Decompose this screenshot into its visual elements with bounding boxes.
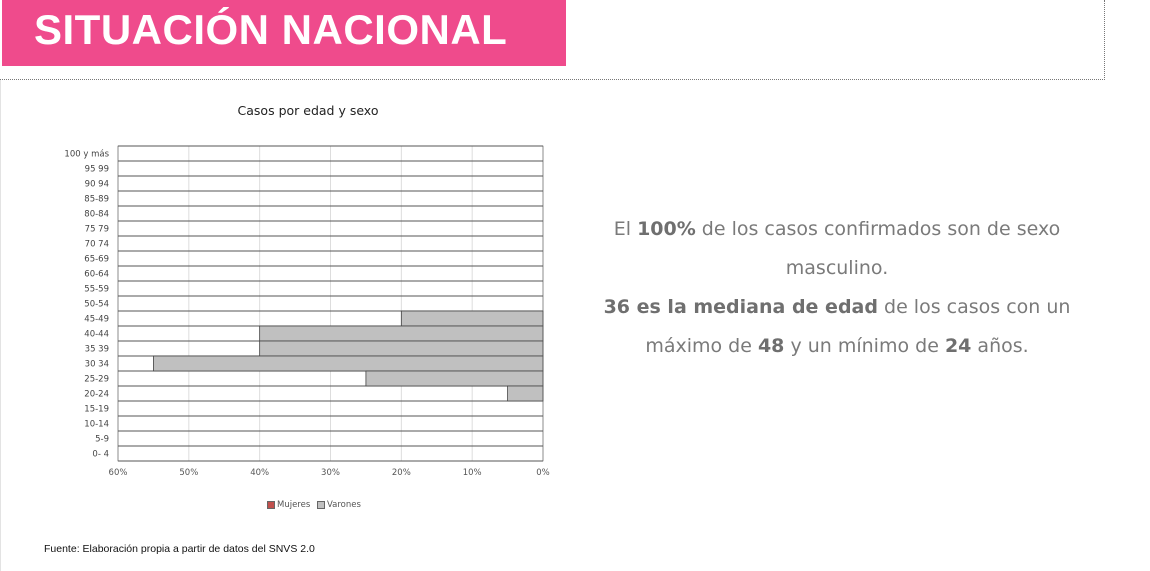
summary-text-1b: de los casos confirmados son de sexo mas… [695, 218, 1061, 279]
bar-varones [153, 355, 544, 372]
bar-varones [507, 385, 544, 402]
y-tick-label: 35 39 [85, 345, 109, 355]
x-tick-label: 20% [392, 468, 411, 478]
summary-paragraph-sex: El 100% de los casos confirmados son de … [582, 210, 1092, 288]
y-tick-label: 20-24 [84, 390, 109, 400]
bar-varones [259, 325, 544, 342]
bar-varones [400, 310, 544, 327]
chart-legend: Mujeres Varones [267, 500, 365, 510]
summary-highlight-min: 24 [944, 335, 972, 357]
y-tick-label: 25-29 [84, 375, 109, 385]
y-tick-label: 0- 4 [92, 450, 109, 460]
y-tick-label: 100 y más [64, 150, 109, 160]
x-tick-label: 10% [463, 468, 482, 478]
summary-text-2c: años. [971, 335, 1029, 357]
page-title: SITUACIÓN NACIONAL [34, 6, 508, 53]
summary-text-1a: El [613, 218, 638, 240]
header-frame [0, 0, 1105, 80]
y-tick-label: 85-89 [84, 195, 109, 205]
y-tick-label: 40-44 [84, 330, 109, 340]
legend-item-varones: Varones [316, 500, 361, 510]
y-tick-label: 45-49 [84, 315, 109, 325]
y-tick-label: 5-9 [95, 435, 109, 445]
y-tick-label: 65-69 [84, 255, 109, 265]
plot-area-border [117, 145, 544, 462]
bar-varones [365, 370, 544, 387]
chart-title: Casos por edad y sexo [237, 103, 379, 118]
y-tick-label: 75 79 [85, 225, 109, 235]
legend-label-mujeres: Mujeres [277, 500, 311, 510]
left-divider [0, 80, 1, 571]
legend-label-varones: Varones [326, 500, 361, 510]
y-tick-label: 10-14 [84, 420, 109, 430]
legend-swatch-varones [316, 500, 325, 509]
y-tick-label: 90 94 [85, 180, 109, 190]
summary-highlight-max: 48 [757, 335, 785, 357]
summary-text-2b: y un mínimo de [784, 335, 945, 357]
x-tick-label: 30% [321, 468, 340, 478]
title-banner: SITUACIÓN NACIONAL [2, 0, 566, 66]
summary-paragraph-age: 36 es la mediana de edad de los casos co… [582, 288, 1092, 366]
y-tick-label: 60-64 [84, 270, 109, 280]
x-tick-label: 60% [109, 468, 128, 478]
x-tick-label: 50% [179, 468, 198, 478]
summary-text: El 100% de los casos confirmados son de … [582, 210, 1092, 366]
y-tick-label: 80-84 [84, 210, 109, 220]
summary-highlight-percent: 100% [637, 218, 696, 240]
y-tick-label: 15-19 [84, 405, 109, 415]
x-tick-label: 0% [536, 468, 550, 478]
source-note: Fuente: Elaboración propia a partir de d… [44, 543, 315, 555]
legend-item-mujeres: Mujeres [267, 500, 310, 510]
legend-swatch-mujeres [267, 500, 275, 509]
x-tick-label: 40% [250, 468, 269, 478]
y-tick-label: 95 99 [85, 165, 109, 175]
summary-highlight-median: 36 es la mediana de edad [603, 296, 878, 318]
y-tick-label: 70 74 [85, 240, 109, 250]
age-sex-pyramid-chart: 60% 50% 40% 30% 20% 10% 0% 100 y más 95 99 90 94 8… [64, 145, 550, 478]
bar-varones [259, 340, 544, 357]
summary-text-2a: de los casos con un máximo de [645, 296, 1071, 357]
y-tick-label: 30 34 [85, 360, 109, 370]
y-tick-label: 50-54 [84, 300, 109, 310]
y-tick-label: 55-59 [84, 285, 109, 295]
